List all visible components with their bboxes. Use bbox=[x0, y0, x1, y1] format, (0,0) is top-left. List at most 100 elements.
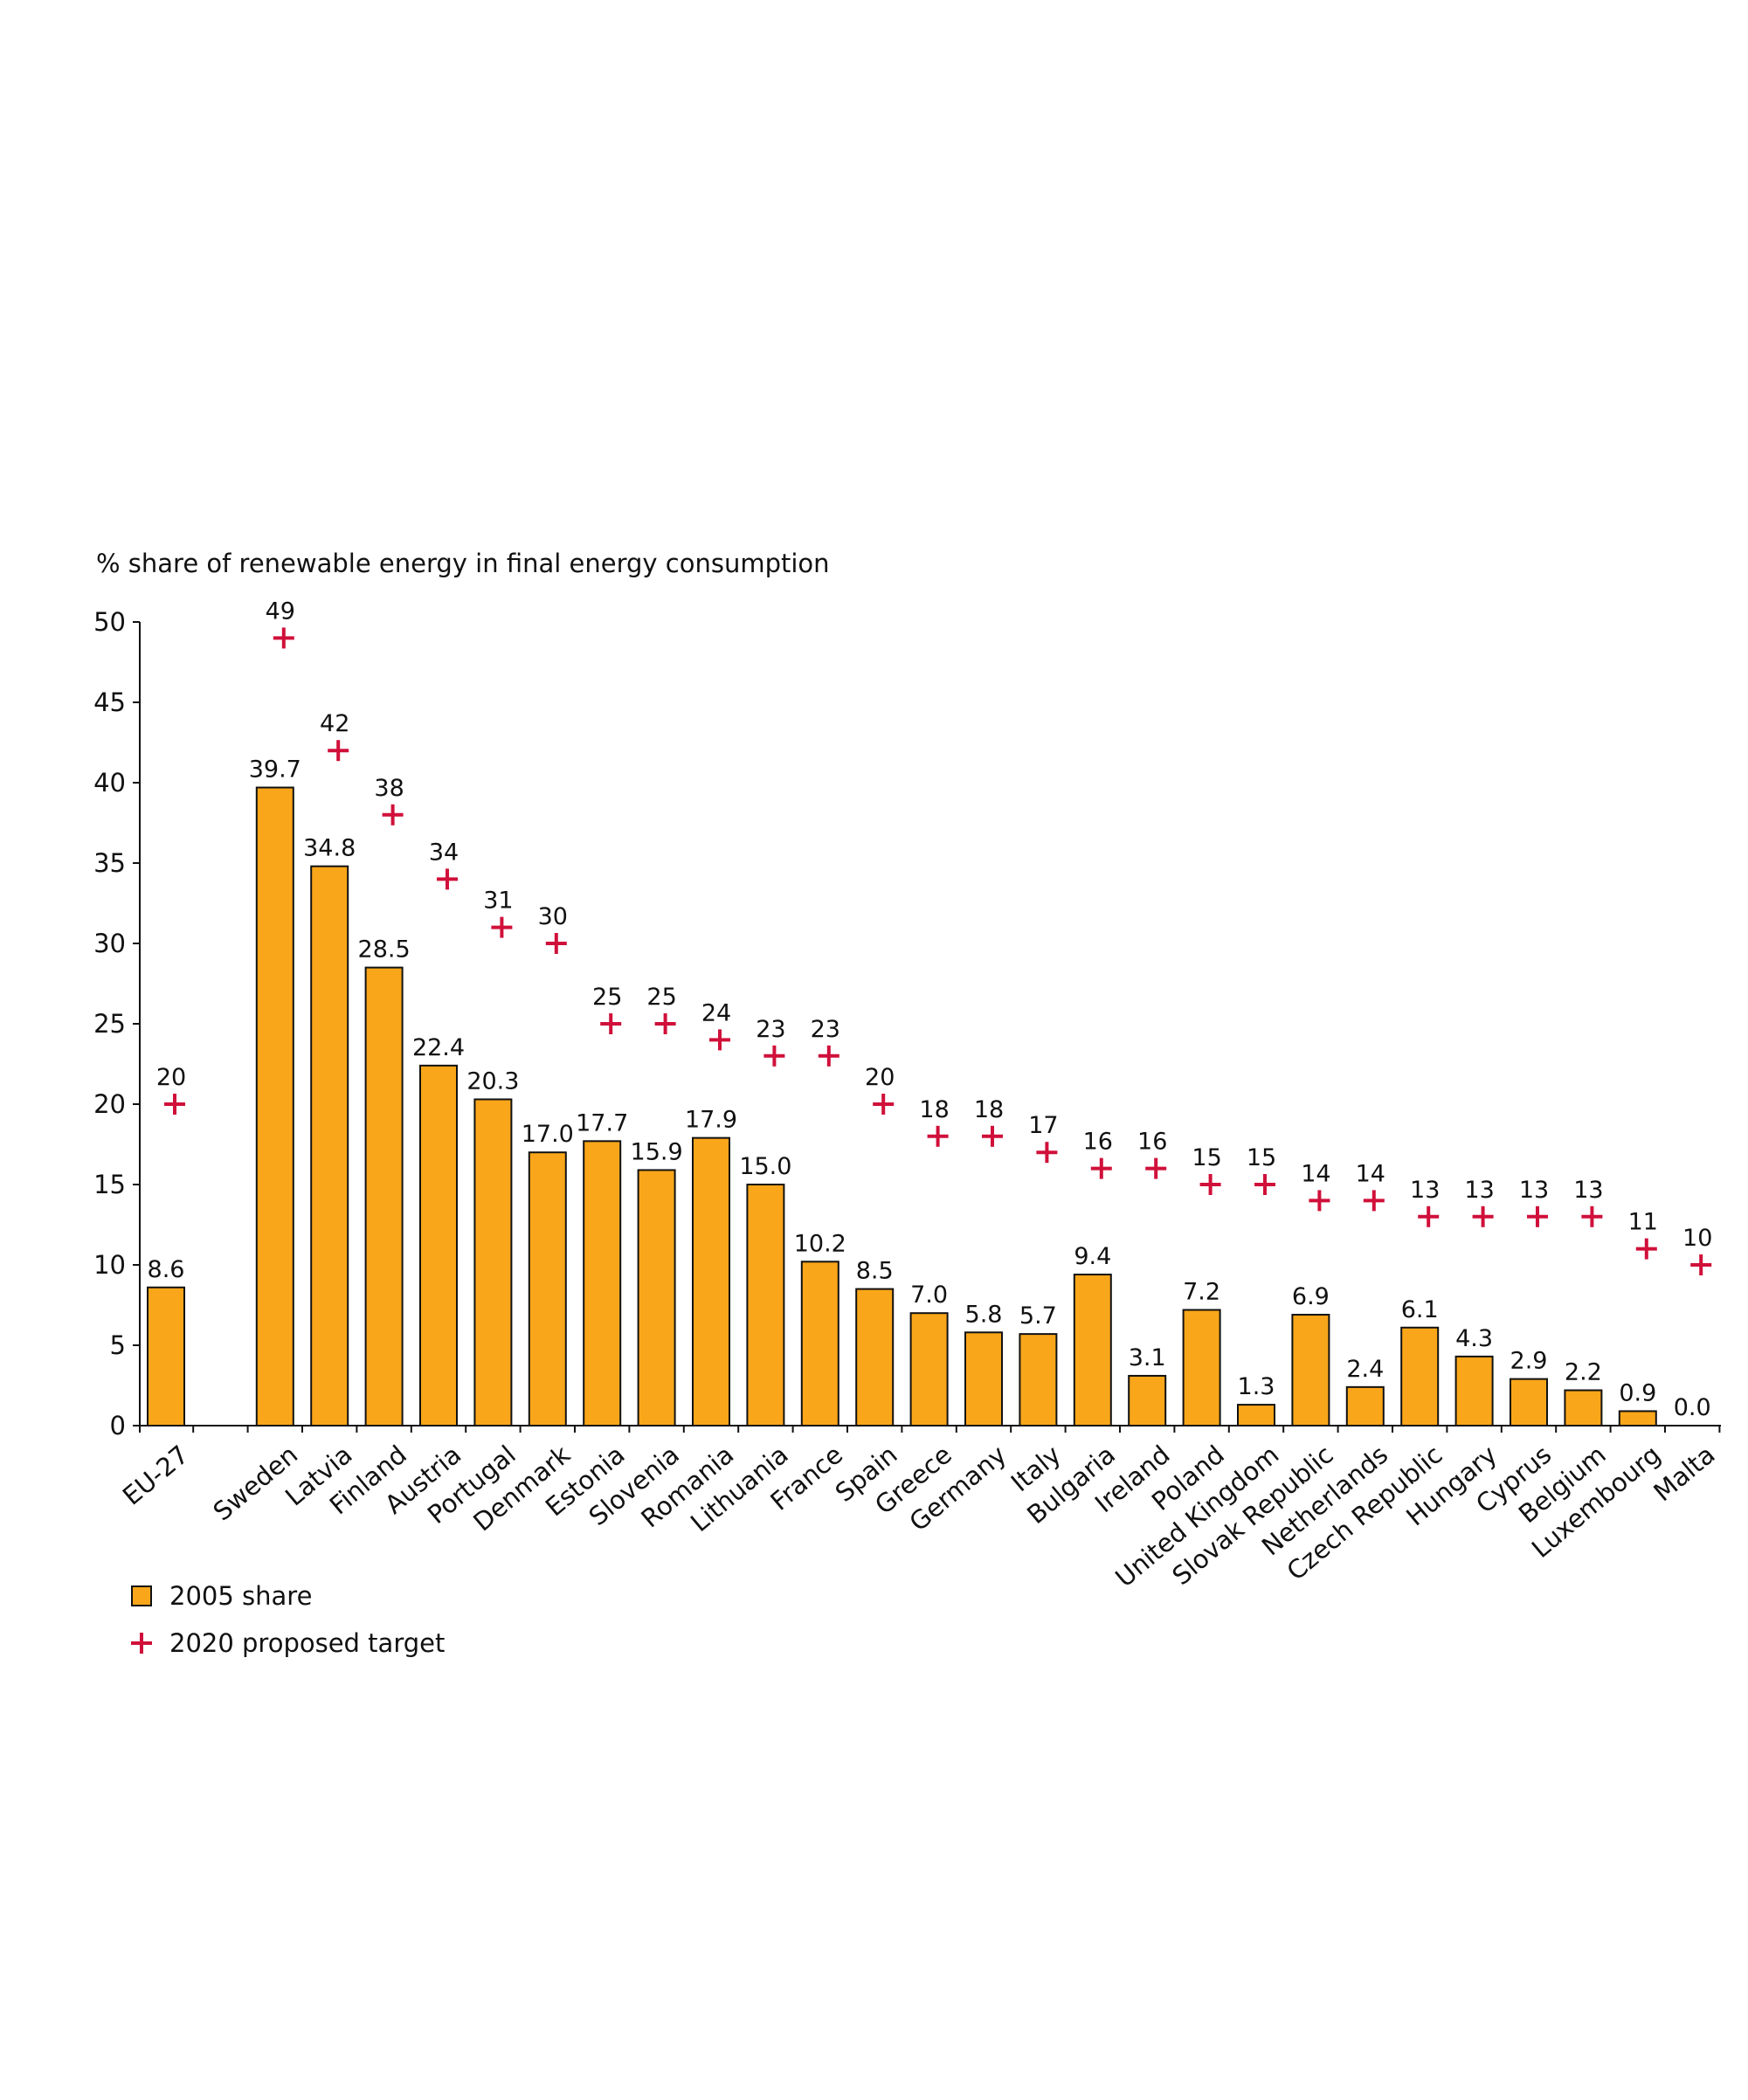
bar bbox=[1237, 1404, 1275, 1426]
y-tick-label: 45 bbox=[93, 687, 126, 717]
bar-value-label: 2.4 bbox=[1346, 1356, 1384, 1383]
target-marker bbox=[818, 1045, 839, 1067]
target-value-label: 24 bbox=[701, 999, 731, 1026]
bar bbox=[1618, 1410, 1657, 1426]
target-marker bbox=[709, 1029, 730, 1051]
target-value-label: 23 bbox=[811, 1016, 840, 1043]
bar-value-label: 10.2 bbox=[794, 1230, 846, 1257]
bar bbox=[1291, 1314, 1330, 1427]
target-value-label: 18 bbox=[919, 1096, 949, 1123]
target-marker bbox=[1418, 1205, 1440, 1227]
bar bbox=[255, 786, 294, 1426]
target-marker bbox=[1145, 1157, 1167, 1179]
target-marker bbox=[1036, 1142, 1058, 1164]
target-marker bbox=[1690, 1254, 1712, 1275]
bar bbox=[909, 1312, 949, 1426]
bar-value-label: 20.3 bbox=[466, 1067, 519, 1095]
bar-value-label: 15.9 bbox=[631, 1138, 683, 1165]
bar-value-label: 6.9 bbox=[1292, 1283, 1330, 1310]
legend: 2005 share 2020 proposed target bbox=[131, 1572, 445, 1667]
bar-value-label: 34.8 bbox=[303, 835, 356, 862]
bar bbox=[1182, 1309, 1221, 1427]
y-tick-label: 5 bbox=[110, 1330, 126, 1360]
bar bbox=[364, 966, 404, 1426]
target-marker bbox=[1472, 1205, 1494, 1227]
target-value-label: 25 bbox=[646, 984, 676, 1011]
target-marker bbox=[545, 933, 567, 954]
target-marker bbox=[382, 804, 404, 825]
target-value-label: 10 bbox=[1682, 1225, 1712, 1252]
bar bbox=[1345, 1385, 1385, 1426]
bar bbox=[800, 1261, 839, 1426]
bar bbox=[1564, 1389, 1603, 1427]
target-marker bbox=[491, 916, 513, 938]
bar-value-label: 2.9 bbox=[1510, 1348, 1548, 1375]
y-tick-label: 35 bbox=[93, 848, 126, 878]
bar-value-label: 9.4 bbox=[1074, 1243, 1111, 1270]
y-tick-label: 40 bbox=[93, 768, 126, 798]
target-value-label: 14 bbox=[1301, 1160, 1330, 1187]
x-tick-label: Malta bbox=[1648, 1440, 1720, 1507]
target-value-label: 16 bbox=[1137, 1129, 1167, 1156]
target-marker bbox=[654, 1013, 676, 1034]
bar-value-label: 15.0 bbox=[739, 1153, 791, 1180]
target-marker bbox=[1581, 1205, 1603, 1227]
target-marker bbox=[1309, 1190, 1330, 1212]
target-marker bbox=[1635, 1238, 1657, 1260]
target-marker bbox=[328, 740, 349, 762]
target-marker bbox=[1090, 1157, 1112, 1179]
bar bbox=[1400, 1326, 1440, 1427]
target-value-label: 13 bbox=[1519, 1177, 1549, 1204]
target-value-label: 13 bbox=[1573, 1177, 1603, 1204]
target-value-label: 30 bbox=[538, 903, 568, 930]
bar-value-label: 4.3 bbox=[1455, 1325, 1493, 1352]
bar-value-label: 28.5 bbox=[358, 936, 411, 964]
bar bbox=[1019, 1333, 1058, 1426]
target-value-label: 11 bbox=[1628, 1209, 1658, 1236]
bar bbox=[147, 1286, 185, 1427]
bar-value-label: 3.1 bbox=[1129, 1344, 1166, 1371]
bar bbox=[583, 1140, 622, 1426]
bar-value-label: 17.9 bbox=[685, 1107, 737, 1134]
bar bbox=[1128, 1374, 1167, 1426]
target-marker bbox=[1199, 1174, 1221, 1195]
target-marker bbox=[273, 627, 294, 649]
bar bbox=[310, 865, 349, 1426]
x-tick-labels: EU-27 SwedenLatviaFinlandAustriaPortugalD… bbox=[117, 1440, 1721, 1593]
y-tick-label: 10 bbox=[93, 1250, 126, 1280]
target-value-label: 16 bbox=[1083, 1129, 1113, 1156]
bar bbox=[528, 1151, 567, 1426]
bar-value-label: 5.7 bbox=[1019, 1302, 1057, 1330]
y-tick-label: 25 bbox=[93, 1009, 126, 1039]
x-tick-label: EU-27 bbox=[117, 1440, 194, 1511]
target-value-label: 15 bbox=[1247, 1144, 1276, 1171]
target-marker bbox=[1363, 1190, 1385, 1212]
target-value-label: 25 bbox=[592, 984, 622, 1011]
y-tick-label: 30 bbox=[93, 929, 126, 958]
bar bbox=[855, 1288, 895, 1426]
bar-value-label: 5.8 bbox=[965, 1301, 1003, 1328]
bar-value-label: 17.0 bbox=[522, 1121, 574, 1148]
legend-label-2005-share: 2005 share bbox=[169, 1581, 313, 1611]
bar-value-label: 22.4 bbox=[412, 1034, 465, 1061]
target-value-label: 14 bbox=[1356, 1160, 1385, 1187]
bar-value-label: 2.2 bbox=[1565, 1359, 1602, 1386]
bar bbox=[637, 1169, 676, 1426]
bar bbox=[1073, 1274, 1112, 1427]
bar-value-label: 1.3 bbox=[1238, 1373, 1275, 1400]
bar-value-label: 7.0 bbox=[910, 1281, 948, 1309]
target-marker bbox=[437, 868, 458, 890]
plus-icon bbox=[131, 1633, 152, 1654]
y-tick-label: 15 bbox=[93, 1170, 126, 1199]
axes: 0 5 10 15 20 25 30 35 40 45 50 bbox=[93, 607, 1721, 1440]
bar bbox=[746, 1184, 785, 1426]
target-value-label: 31 bbox=[483, 888, 513, 915]
target-value-label: 13 bbox=[1464, 1177, 1494, 1204]
target-marker bbox=[873, 1094, 895, 1115]
bar bbox=[964, 1331, 1003, 1427]
target-marker bbox=[164, 1094, 185, 1115]
bar-value-label: 39.7 bbox=[249, 756, 301, 784]
target-value-label: 13 bbox=[1410, 1177, 1440, 1204]
